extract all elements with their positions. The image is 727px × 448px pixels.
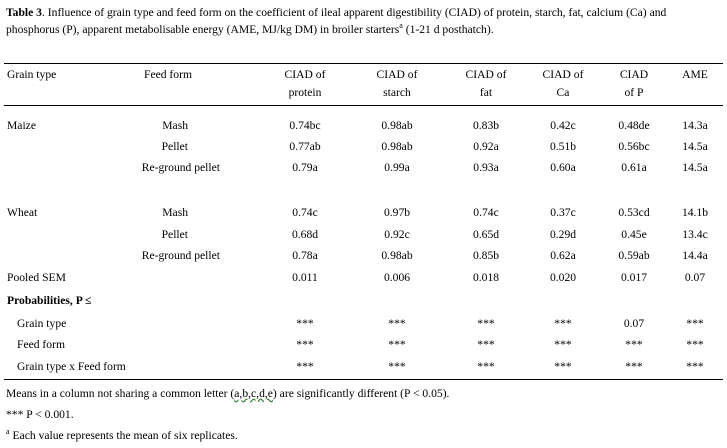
caption-footnote-mark: a <box>399 21 403 31</box>
cell-starch: 0.99a <box>384 161 410 174</box>
cell-starch: 0.98ab <box>381 119 413 132</box>
table-top-rule <box>4 63 723 64</box>
cell-ca: *** <box>554 360 572 373</box>
row-feed-form: Re-ground pellet <box>141 249 220 262</box>
footnote-replicates: a Each value represents the mean of six … <box>6 427 238 442</box>
cell-fat: *** <box>477 338 495 351</box>
cell-starch: *** <box>388 317 406 330</box>
cell-ame: 14.1b <box>681 206 709 219</box>
cell-ca: 0.60a <box>550 161 576 174</box>
header-feed-form: Feed form <box>144 68 192 81</box>
footnote-letters: a,b,c,d,e <box>234 387 273 400</box>
header-col-fat: CIAD of fat <box>465 68 507 99</box>
row-feed-form: Mash <box>162 206 188 219</box>
row-feed-form: Mash <box>162 119 188 132</box>
cell-protein: 0.74c <box>292 206 318 219</box>
table-label: Table 3 <box>6 6 42 19</box>
cell-ame: 13.4c <box>682 228 708 241</box>
cell-p: 0.48de <box>618 119 650 132</box>
prob-row-label: Grain type x Feed form <box>17 360 126 373</box>
cell-protein: 0.78a <box>292 249 318 262</box>
cell-ame: 14.3a <box>682 119 708 132</box>
cell-protein: 0.79a <box>292 161 318 174</box>
table-caption: Table 3. Influence of grain type and fee… <box>6 4 721 38</box>
cell-ame: *** <box>686 317 704 330</box>
cell-ame: *** <box>686 360 704 373</box>
table-bottom-rule <box>4 379 723 380</box>
cell-fat: 0.83b <box>472 119 500 132</box>
cell-fat: 0.93a <box>473 161 499 174</box>
cell-ame: 14.5a <box>682 161 708 174</box>
cell-p: 0.56bc <box>618 140 650 153</box>
header-col-protein: CIAD of protein <box>284 68 326 99</box>
cell-protein: 0.68d <box>291 228 319 241</box>
footnote-replicates-mark: a <box>6 427 10 437</box>
header-col-p: CIAD of P <box>619 68 649 99</box>
cell-protein: 0.74bc <box>289 119 321 132</box>
cell-fat: 0.018 <box>472 271 500 284</box>
cell-p: 0.45e <box>621 228 647 241</box>
cell-p: 0.61a <box>621 161 647 174</box>
cell-protein: *** <box>296 360 314 373</box>
cell-protein: *** <box>296 338 314 351</box>
cell-fat: 0.65d <box>472 228 500 241</box>
header-col-ame: AME <box>682 68 708 81</box>
header-grain-type: Grain type <box>7 68 57 81</box>
cell-starch: *** <box>388 338 406 351</box>
cell-ca: 0.42c <box>550 119 576 132</box>
cell-protein: 0.77ab <box>289 140 321 153</box>
cell-ca: 0.020 <box>549 271 577 284</box>
probabilities-heading: Probabilities, P ≤ <box>7 294 92 307</box>
cell-starch: 0.92c <box>384 228 410 241</box>
cell-ame: 14.4a <box>682 249 708 262</box>
cell-fat: 0.92a <box>473 140 499 153</box>
cell-starch: 0.98ab <box>381 249 413 262</box>
header-bottom-rule <box>4 105 723 106</box>
cell-p: 0.07 <box>623 317 645 330</box>
cell-ca: 0.62a <box>550 249 576 262</box>
cell-ca: 0.51b <box>549 140 577 153</box>
cell-fat: 0.85b <box>472 249 500 262</box>
row-feed-form: Pellet <box>161 228 188 241</box>
prob-row-label: Grain type <box>17 317 67 330</box>
row-feed-form: Re-ground pellet <box>141 161 220 174</box>
cell-ame: 0.07 <box>684 271 706 284</box>
row-feed-form: Pellet <box>161 140 188 153</box>
cell-protein: *** <box>296 317 314 330</box>
cell-ame: *** <box>686 338 704 351</box>
cell-starch: 0.97b <box>383 206 411 219</box>
cell-p: 0.59ab <box>618 249 650 262</box>
pooled-sem-label: Pooled SEM <box>7 271 66 284</box>
cell-ca: *** <box>554 317 572 330</box>
cell-starch: 0.98ab <box>381 140 413 153</box>
cell-ca: 0.29d <box>549 228 577 241</box>
footnote-means: Means in a column not sharing a common l… <box>6 387 450 400</box>
caption-text-end: (1-21 d posthatch). <box>402 23 494 36</box>
cell-ca: *** <box>554 338 572 351</box>
cell-p: *** <box>625 338 643 351</box>
cell-ame: 14.5a <box>682 140 708 153</box>
cell-protein: 0.011 <box>292 271 318 284</box>
prob-row-label: Feed form <box>17 338 65 351</box>
group-label-wheat: Wheat <box>7 206 38 219</box>
cell-ca: 0.37c <box>550 206 576 219</box>
cell-starch: 0.006 <box>383 271 411 284</box>
header-col-ca: CIAD of Ca <box>542 68 584 99</box>
cell-fat: *** <box>477 317 495 330</box>
caption-text: . Influence of grain type and feed form … <box>6 6 667 36</box>
header-col-starch: CIAD of starch <box>376 68 418 99</box>
cell-p: *** <box>625 360 643 373</box>
footnote-significance: *** P < 0.001. <box>6 408 74 421</box>
group-label-maize: Maize <box>7 119 36 132</box>
cell-p: 0.53cd <box>618 206 650 219</box>
cell-fat: *** <box>477 360 495 373</box>
cell-fat: 0.74c <box>473 206 499 219</box>
cell-p: 0.017 <box>620 271 648 284</box>
cell-starch: *** <box>388 360 406 373</box>
